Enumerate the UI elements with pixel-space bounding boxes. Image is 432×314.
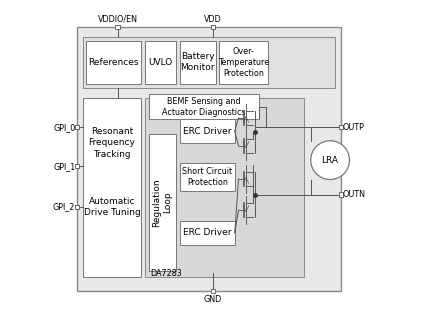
- Text: Battery
Monitor: Battery Monitor: [181, 52, 215, 73]
- FancyBboxPatch shape: [77, 27, 341, 291]
- FancyBboxPatch shape: [180, 120, 235, 143]
- Text: GPI_2: GPI_2: [53, 203, 75, 212]
- Text: Short Circuit
Protection: Short Circuit Protection: [182, 167, 232, 187]
- Text: GND: GND: [204, 295, 222, 304]
- Text: VDD: VDD: [204, 15, 222, 24]
- Text: GPI_1: GPI_1: [53, 162, 75, 171]
- FancyBboxPatch shape: [211, 290, 215, 294]
- FancyBboxPatch shape: [149, 133, 176, 271]
- Text: Regulation
Loop: Regulation Loop: [152, 178, 172, 227]
- Text: UVLO: UVLO: [148, 58, 172, 67]
- FancyBboxPatch shape: [75, 205, 79, 209]
- Text: ERC Driver: ERC Driver: [183, 228, 232, 237]
- FancyBboxPatch shape: [149, 95, 258, 120]
- FancyBboxPatch shape: [211, 25, 215, 29]
- Text: OUTP: OUTP: [343, 123, 365, 132]
- Text: BEMF Sensing and
Actuator Diagnostics: BEMF Sensing and Actuator Diagnostics: [162, 97, 246, 117]
- FancyBboxPatch shape: [180, 163, 235, 192]
- Text: LRA: LRA: [321, 156, 339, 165]
- Text: VDDIO/EN: VDDIO/EN: [98, 15, 137, 24]
- FancyBboxPatch shape: [180, 221, 235, 245]
- Text: Over-
Temperature
Protection: Over- Temperature Protection: [218, 47, 269, 78]
- FancyBboxPatch shape: [86, 41, 141, 84]
- FancyBboxPatch shape: [145, 98, 304, 277]
- FancyBboxPatch shape: [83, 37, 335, 88]
- FancyBboxPatch shape: [115, 25, 120, 29]
- Text: Automatic
Drive Tuning: Automatic Drive Tuning: [84, 197, 140, 217]
- Text: ERC Driver: ERC Driver: [183, 127, 232, 136]
- FancyBboxPatch shape: [75, 164, 79, 168]
- FancyBboxPatch shape: [83, 98, 141, 277]
- FancyBboxPatch shape: [339, 125, 343, 129]
- Text: GPI_0: GPI_0: [53, 123, 75, 132]
- FancyBboxPatch shape: [75, 125, 79, 129]
- Text: DA7283: DA7283: [150, 269, 182, 278]
- FancyBboxPatch shape: [219, 41, 268, 84]
- FancyBboxPatch shape: [145, 41, 176, 84]
- FancyBboxPatch shape: [339, 192, 343, 197]
- Text: Resonant
Frequency
Tracking: Resonant Frequency Tracking: [89, 127, 136, 159]
- Text: References: References: [89, 58, 139, 67]
- FancyBboxPatch shape: [180, 41, 216, 84]
- Text: OUTN: OUTN: [343, 190, 365, 199]
- Circle shape: [311, 141, 349, 180]
